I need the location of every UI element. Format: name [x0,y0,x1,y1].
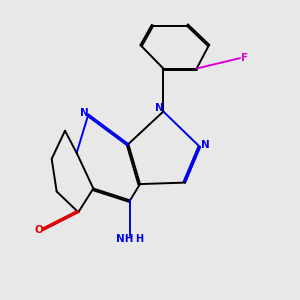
Text: NH: NH [116,234,134,244]
Text: F: F [242,53,249,63]
Text: H: H [135,234,143,244]
Text: N: N [80,108,89,118]
Text: N: N [155,103,164,113]
Text: O: O [35,225,44,235]
Text: N: N [201,140,209,150]
